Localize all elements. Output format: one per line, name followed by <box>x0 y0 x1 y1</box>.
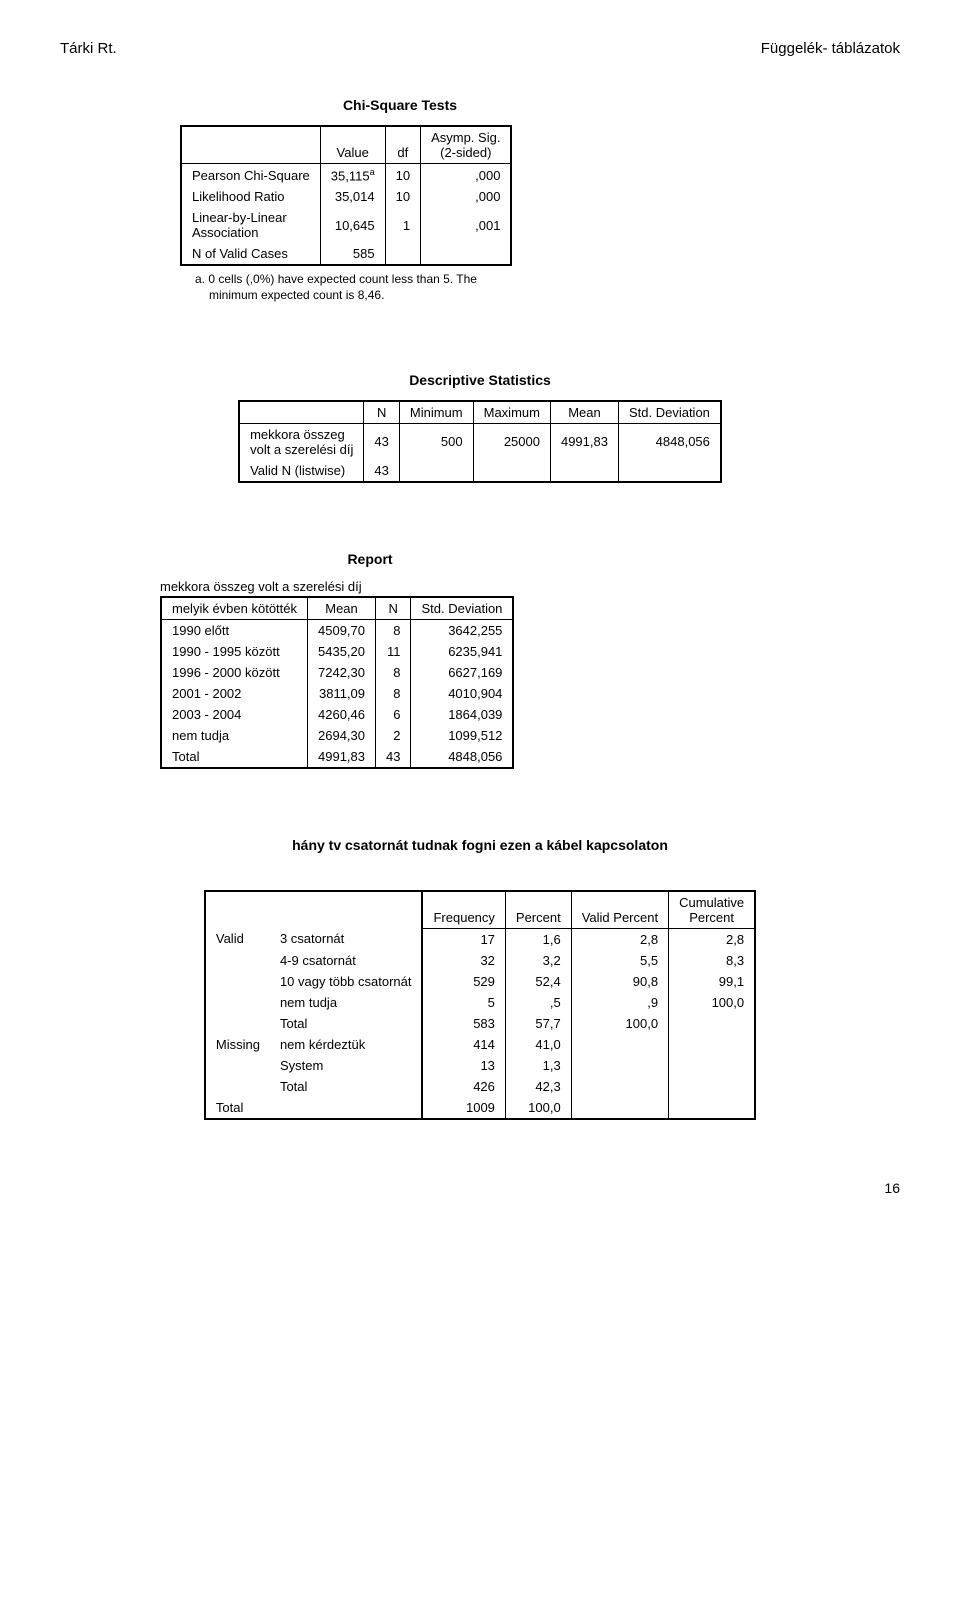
col-mean: Mean <box>308 597 376 620</box>
table-row: Valid3 csatornát171,62,82,8 <box>205 928 755 950</box>
group-label: Valid <box>205 928 270 950</box>
col-vpct: Valid Percent <box>571 891 668 929</box>
col-year: melyik évben kötötték <box>161 597 308 620</box>
channels-table: Frequency Percent Valid Percent Cumulati… <box>204 890 756 1120</box>
col-df: df <box>385 126 420 164</box>
col-pct: Percent <box>505 891 571 929</box>
table-row: nem tudja5,5,9100,0 <box>205 992 755 1013</box>
descriptive-table: N Minimum Maximum Mean Std. Deviation me… <box>238 400 722 483</box>
group-label <box>205 971 270 992</box>
chi-square-title: Chi-Square Tests <box>180 97 620 113</box>
table-row: Total58357,7100,0 <box>205 1013 755 1034</box>
col-std: Std. Deviation <box>618 401 720 424</box>
col-n: N <box>376 597 411 620</box>
col-min: Minimum <box>399 401 473 424</box>
col-n: N <box>364 401 399 424</box>
table-row: Linear-by-Linear Association 10,645 1 ,0… <box>181 207 511 243</box>
report-subtitle: mekkora összeg volt a szerelési díj <box>160 579 900 594</box>
descriptive-title: Descriptive Statistics <box>60 372 900 388</box>
table-row: 2003 - 20044260,4661864,039 <box>161 704 513 725</box>
col-mean: Mean <box>550 401 618 424</box>
table-row: 1996 - 2000 között7242,3086627,169 <box>161 662 513 683</box>
table-row: System131,3 <box>205 1055 755 1076</box>
col-value: Value <box>320 126 385 164</box>
report-table: melyik évben kötötték Mean N Std. Deviat… <box>160 596 514 769</box>
table-row: nem tudja2694,3021099,512 <box>161 725 513 746</box>
page-number: 16 <box>60 1180 900 1196</box>
table-row: Likelihood Ratio 35,014 10 ,000 <box>181 186 511 207</box>
table-row: 1990 előtt4509,7083642,255 <box>161 619 513 641</box>
table-row: Total1009100,0 <box>205 1097 755 1119</box>
col-cum: Cumulative Percent <box>669 891 756 929</box>
table-row: 1990 - 1995 között5435,20116235,941 <box>161 641 513 662</box>
channels-title: hány tv csatornát tudnak fogni ezen a ká… <box>60 837 900 853</box>
chi-square-table: Value df Asymp. Sig. (2-sided) Pearson C… <box>180 125 512 266</box>
col-max: Maximum <box>473 401 550 424</box>
group-label <box>205 992 270 1013</box>
report-title: Report <box>160 551 580 567</box>
group-label: Total <box>205 1097 270 1119</box>
table-row: 2001 - 20023811,0984010,904 <box>161 683 513 704</box>
group-label <box>205 950 270 971</box>
header-left: Tárki Rt. <box>60 40 117 57</box>
table-row: 4-9 csatornát323,25,58,3 <box>205 950 755 971</box>
table-row: Valid N (listwise) 43 <box>239 460 721 482</box>
group-label: Missing <box>205 1034 270 1055</box>
group-label <box>205 1013 270 1034</box>
table-row: Total42642,3 <box>205 1076 755 1097</box>
col-sig: Asymp. Sig. (2-sided) <box>421 126 512 164</box>
page-header: Tárki Rt. Függelék- táblázatok <box>60 40 900 57</box>
table-row: Pearson Chi-Square 35,115a 10 ,000 <box>181 164 511 187</box>
table-row: Total4991,83434848,056 <box>161 746 513 768</box>
table-row: N of Valid Cases 585 <box>181 243 511 265</box>
table-row: mekkora összeg volt a szerelési díj 43 5… <box>239 423 721 460</box>
header-right: Függelék- táblázatok <box>761 40 900 57</box>
table-row: 10 vagy több csatornát52952,490,899,1 <box>205 971 755 992</box>
col-freq: Frequency <box>422 891 505 929</box>
chi-square-footnote: a. 0 cells (,0%) have expected count les… <box>195 272 595 303</box>
table-row: Missingnem kérdeztük41441,0 <box>205 1034 755 1055</box>
group-label <box>205 1076 270 1097</box>
col-std: Std. Deviation <box>411 597 513 620</box>
group-label <box>205 1055 270 1076</box>
